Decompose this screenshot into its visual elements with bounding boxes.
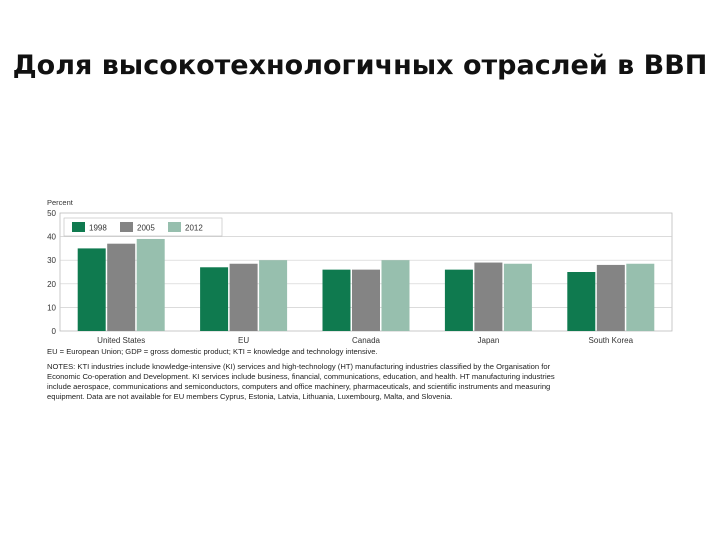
- legend-swatch-2005: [120, 222, 133, 232]
- bar-1998: [77, 248, 106, 331]
- x-tick-label: EU: [238, 336, 249, 345]
- y-tick-label: 10: [47, 303, 56, 312]
- bar-2005: [352, 269, 380, 331]
- notes-line: include aerospace, communications and se…: [47, 382, 551, 391]
- bar-2012: [259, 260, 288, 331]
- y-axis-label: Percent: [47, 198, 74, 207]
- legend-swatch-2012: [168, 222, 181, 232]
- legend-label: 2012: [185, 224, 203, 233]
- notes-line: Economic Co-operation and Development. K…: [47, 372, 555, 381]
- notes-line: equipment. Data are not available for EU…: [47, 392, 453, 401]
- bar-1998: [200, 267, 229, 331]
- y-tick-label: 0: [52, 327, 57, 336]
- notes: EU = European Union; GDP = gross domesti…: [47, 347, 677, 402]
- bar-2012: [136, 238, 165, 331]
- notes-line: NOTES: KTI industries include knowledge-…: [47, 362, 551, 371]
- bar-2005: [229, 263, 258, 331]
- bar-2012: [503, 263, 532, 331]
- x-tick-label: Japan: [478, 336, 500, 345]
- legend-box: [63, 217, 223, 237]
- x-tick-label: South Korea: [589, 336, 634, 345]
- y-tick-label: 40: [47, 233, 56, 242]
- bar-1998: [322, 269, 351, 331]
- x-tick-label: United States: [97, 336, 145, 345]
- y-tick-label: 30: [47, 256, 56, 265]
- bar-1998: [444, 269, 473, 331]
- slide-title: Доля высокотехнологичных отраслей в ВВП: [12, 50, 708, 81]
- legend-label: 2005: [137, 224, 155, 233]
- bar-2005: [474, 262, 503, 331]
- x-tick-label: Canada: [352, 336, 381, 345]
- bar-2005: [107, 243, 136, 331]
- bars: [77, 238, 655, 331]
- bar-2012: [381, 260, 410, 331]
- legend-label: 1998: [89, 224, 107, 233]
- legend-swatch-1998: [72, 222, 85, 232]
- legend: 1998 2005 2012: [63, 217, 223, 237]
- x-tick-labels: United States EU Canada Japan South Korea: [97, 336, 633, 345]
- y-tick-label: 20: [47, 280, 56, 289]
- y-tick-label: 50: [47, 209, 56, 218]
- footnote: EU = European Union; GDP = gross domesti…: [47, 347, 378, 356]
- bar-1998: [567, 272, 596, 331]
- y-tick-labels: 0 10 20 30 40 50: [47, 209, 56, 336]
- bar-2012: [626, 263, 655, 331]
- bar-2005: [596, 264, 625, 331]
